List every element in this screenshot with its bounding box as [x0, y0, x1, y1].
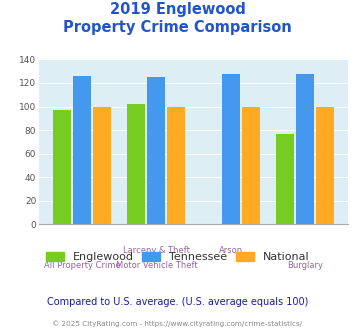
Text: Larceny & Theft: Larceny & Theft [123, 246, 190, 255]
Bar [93, 107, 111, 224]
Text: Burglary: Burglary [287, 261, 323, 270]
Text: Compared to U.S. average. (U.S. average equals 100): Compared to U.S. average. (U.S. average … [47, 297, 308, 307]
Text: © 2025 CityRating.com - https://www.cityrating.com/crime-statistics/: © 2025 CityRating.com - https://www.city… [53, 321, 302, 327]
Text: All Property Crime: All Property Crime [44, 261, 120, 270]
Text: Arson: Arson [219, 246, 243, 255]
Bar [73, 76, 91, 224]
Bar [127, 104, 145, 224]
Bar [296, 74, 314, 224]
Bar [242, 107, 260, 224]
Bar [53, 110, 71, 224]
Legend: Englewood, Tennessee, National: Englewood, Tennessee, National [41, 248, 314, 267]
Bar [168, 107, 185, 224]
Bar [276, 134, 294, 224]
Bar [222, 74, 240, 224]
Bar [316, 107, 334, 224]
Bar [147, 77, 165, 224]
Text: Motor Vehicle Theft: Motor Vehicle Theft [115, 261, 197, 270]
Text: 2019 Englewood: 2019 Englewood [110, 2, 245, 16]
Text: Property Crime Comparison: Property Crime Comparison [63, 20, 292, 35]
